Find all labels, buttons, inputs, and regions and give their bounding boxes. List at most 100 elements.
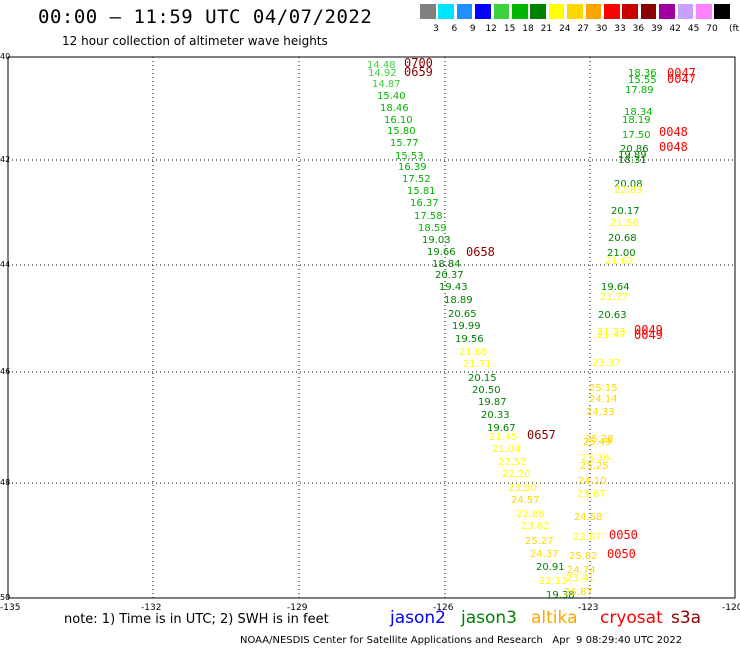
scale-label: 3 xyxy=(433,24,439,34)
lon-label: -129 xyxy=(287,603,308,613)
scale-label: 24 xyxy=(559,24,571,34)
wave-height-value: 17.50 xyxy=(622,130,651,141)
wave-height-value: 17.89 xyxy=(625,85,654,96)
wave-height-value: 22.87 xyxy=(573,532,602,543)
wave-height-value: 17.58 xyxy=(414,211,443,222)
lon-label: -123 xyxy=(578,603,599,613)
footer-credit: NOAA/NESDIS Center for Satellite Applica… xyxy=(240,635,683,646)
scale-label: 42 xyxy=(669,24,681,34)
wave-height-value: 20.65 xyxy=(448,309,477,320)
time-mark: 0048 xyxy=(659,140,688,154)
wave-height-value: 20.63 xyxy=(598,310,627,321)
wave-height-value: 18.46 xyxy=(380,103,409,114)
scale-swatch xyxy=(512,4,528,19)
wave-height-value: 20.86 xyxy=(620,144,649,155)
wave-height-value: 24.37 xyxy=(530,549,559,560)
wave-height-value: 19.64 xyxy=(601,282,630,293)
scale-label: 27 xyxy=(577,24,589,34)
wave-height-value: 15.77 xyxy=(390,138,419,149)
wave-height-value: 20.50 xyxy=(472,385,501,396)
wave-height-value: 23.62 xyxy=(521,521,550,532)
scale-unit: (ft) xyxy=(729,24,740,34)
scale-swatch xyxy=(640,4,657,19)
scale-label: 18 xyxy=(522,24,534,34)
wave-height-value: 25.27 xyxy=(525,536,554,547)
legend-jason2: jason2 xyxy=(390,608,446,628)
scale-label: 36 xyxy=(632,24,645,34)
wave-height-value: 18.31 xyxy=(618,155,647,166)
wave-height-value: 22.88 xyxy=(516,509,545,520)
wave-height-value: 25.15 xyxy=(589,383,618,394)
wave-height-value: 21.56 xyxy=(610,218,639,229)
page-title: 00:00 – 11:59 UTC 04/07/2022 xyxy=(38,6,373,28)
wave-height-value: 20.68 xyxy=(608,233,637,244)
scale-label: 15 xyxy=(503,24,516,34)
scale-label: 45 xyxy=(687,24,700,34)
wave-height-value: 18.34 xyxy=(624,107,653,118)
map-frame xyxy=(7,56,736,599)
note-text: note: 1) Time is in UTC; 2) SWH is in fe… xyxy=(64,612,329,627)
time-mark: 0047 xyxy=(667,72,696,86)
scale-swatch xyxy=(677,4,694,19)
wave-height-value: 23.80 xyxy=(508,483,537,494)
wave-height-value: 21.77 xyxy=(600,292,629,303)
wave-height-value: 14.92 xyxy=(368,68,397,79)
lon-label: -120 xyxy=(722,603,740,613)
scale-swatch xyxy=(548,4,565,19)
wave-height-value: 23.37 xyxy=(592,358,621,369)
wave-height-value: 18.59 xyxy=(418,223,447,234)
wave-height-value: 20.15 xyxy=(468,373,497,384)
wave-height-value: 16.10 xyxy=(384,115,413,126)
wave-height-value: 23.41 xyxy=(566,573,595,584)
wave-height-value: 15.40 xyxy=(377,91,406,102)
wave-height-value: 20.08 xyxy=(614,179,643,190)
wave-height-value: 14.87 xyxy=(372,79,401,90)
wave-height-value: 21.47 xyxy=(597,330,626,341)
scale-swatch xyxy=(420,4,436,19)
time-mark: 0700 xyxy=(404,56,433,70)
wave-height-value: 21.00 xyxy=(607,248,636,259)
scale-swatch xyxy=(604,4,620,19)
scale-label: 70 xyxy=(706,24,718,34)
wave-height-value: 24.10 xyxy=(578,476,607,487)
lat-label: 50 xyxy=(0,593,11,602)
wave-height-value: 22.52 xyxy=(498,457,527,468)
lat-label: 46 xyxy=(0,367,11,376)
scale-swatch xyxy=(714,4,730,19)
wave-height-value: 19.67 xyxy=(487,423,516,434)
wave-height-value: 25.49 xyxy=(583,437,612,448)
scale-swatch xyxy=(475,4,491,19)
page-subtitle: 12 hour collection of altimeter wave hei… xyxy=(62,34,328,48)
wave-height-value: 21.71 xyxy=(463,359,492,370)
time-mark: 0658 xyxy=(466,245,495,259)
time-mark: 0659 xyxy=(404,65,433,79)
wave-height-value: 21.04 xyxy=(492,444,521,455)
wave-height-value: 19.66 xyxy=(427,247,456,258)
wave-height-value: 24.74 xyxy=(567,565,596,576)
lon-label: -126 xyxy=(433,603,454,613)
wave-height-value: 21.33 xyxy=(597,327,626,338)
wave-height-value: 26.87 xyxy=(564,587,593,598)
scale-label: 12 xyxy=(485,24,497,34)
lat-label: 44 xyxy=(0,260,11,269)
wave-height-value: 15.80 xyxy=(387,126,416,137)
wave-height-value: 19.38 xyxy=(546,590,575,601)
wave-height-value: 15.53 xyxy=(395,151,424,162)
wave-height-value: 20.17 xyxy=(611,206,640,217)
wave-height-value: 18.36 xyxy=(628,68,657,79)
wave-height-value: 19.89 xyxy=(618,150,647,161)
wave-height-value: 14.48 xyxy=(367,60,396,71)
scale-label: 33 xyxy=(614,24,626,34)
time-mark: 0049 xyxy=(634,323,663,337)
scale-swatch xyxy=(659,4,675,19)
scale-swatch xyxy=(696,4,712,19)
wave-height-value: 21.62 xyxy=(605,256,634,267)
wave-height-value: 24.57 xyxy=(511,495,540,506)
scale-label: 30 xyxy=(595,24,608,34)
scale-label: 21 xyxy=(540,24,553,34)
wave-height-value: 19.56 xyxy=(455,334,484,345)
wave-height-value: 21.65 xyxy=(459,347,488,358)
scale-label: 6 xyxy=(451,24,458,34)
wave-height-value: 15.55 xyxy=(628,75,657,86)
